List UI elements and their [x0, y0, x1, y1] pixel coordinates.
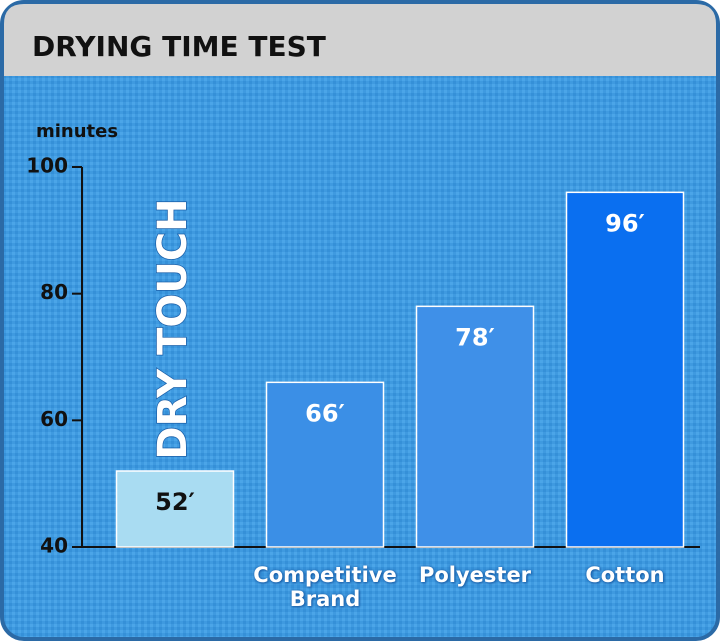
value-label: 52′	[155, 488, 195, 516]
chart-title: DRYING TIME TEST	[32, 30, 326, 63]
bar	[415, 305, 535, 548]
bar	[265, 381, 385, 548]
category-label: Competitive Brand	[253, 563, 397, 611]
bar	[115, 470, 235, 548]
header	[4, 4, 716, 76]
y-tick-label: 40	[40, 534, 68, 558]
y-tick-label: 60	[40, 407, 68, 431]
y-tick-label: 100	[26, 154, 68, 178]
category-label: DRY TOUCH	[150, 198, 196, 459]
category-label: Cotton	[585, 563, 665, 587]
value-label: 66′	[305, 399, 345, 427]
value-label: 78′	[455, 323, 495, 351]
y-axis-label: minutes	[36, 121, 118, 142]
category-label: Polyester	[418, 563, 532, 587]
value-label: 96′	[605, 209, 645, 237]
y-tick-label: 80	[40, 280, 68, 304]
bar	[565, 191, 685, 548]
